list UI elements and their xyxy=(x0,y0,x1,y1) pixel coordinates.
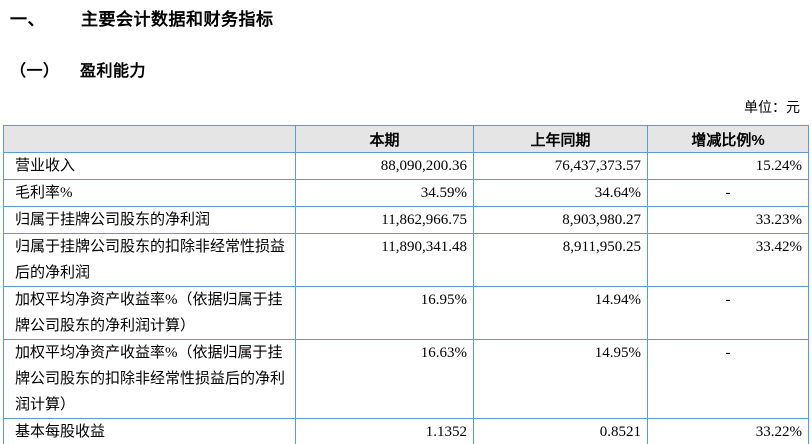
subsection-heading: （一） 盈利能力 xyxy=(10,57,812,81)
header-prior-period: 上年同期 xyxy=(473,125,648,153)
table-row: 毛利率% 34.59% 34.64% - xyxy=(3,179,809,207)
row-prior-value: 34.64% xyxy=(473,179,648,207)
row-label: 加权平均净资产收益率%（依据归属于挂牌公司股东的净利润计算） xyxy=(3,286,296,340)
row-current-value: 34.59% xyxy=(295,179,474,207)
row-change-value: - xyxy=(647,179,809,207)
row-prior-value: 14.95% xyxy=(473,339,648,419)
row-change-value: 15.24% xyxy=(647,152,809,180)
table-row: 加权平均净资产收益率%（依据归属于挂牌公司股东的净利润计算） 16.95% 14… xyxy=(3,286,809,340)
row-label: 归属于挂牌公司股东的净利润 xyxy=(3,206,296,234)
profitability-table: 本期 上年同期 增减比例% 营业收入 88,090,200.36 76,437,… xyxy=(3,125,809,444)
row-label: 加权平均净资产收益率%（依据归属于挂牌公司股东的扣除非经常性损益后的净利润计算） xyxy=(3,339,296,419)
row-prior-value: 14.94% xyxy=(473,286,648,340)
row-prior-value: 8,911,950.25 xyxy=(473,233,648,287)
row-prior-value: 76,437,373.57 xyxy=(473,152,648,180)
row-current-value: 1.1352 xyxy=(295,418,474,444)
row-label: 毛利率% xyxy=(3,179,296,207)
row-current-value: 16.95% xyxy=(295,286,474,340)
table-header-row: 本期 上年同期 增减比例% xyxy=(3,125,809,153)
table-row: 归属于挂牌公司股东的净利润 11,862,966.75 8,903,980.27… xyxy=(3,206,809,234)
row-prior-value: 0.8521 xyxy=(473,418,648,444)
row-change-value: - xyxy=(647,286,809,340)
row-label: 归属于挂牌公司股东的扣除非经常性损益后的净利润 xyxy=(3,233,296,287)
unit-label: 单位：元 xyxy=(744,101,800,116)
table-row: 营业收入 88,090,200.36 76,437,373.57 15.24% xyxy=(3,152,809,180)
row-label: 基本每股收益 xyxy=(3,418,296,444)
row-current-value: 88,090,200.36 xyxy=(295,152,474,180)
row-change-value: 33.42% xyxy=(647,233,809,287)
row-current-value: 11,862,966.75 xyxy=(295,206,474,234)
section-heading: 一、 主要会计数据和财务指标 xyxy=(10,5,812,30)
row-prior-value: 8,903,980.27 xyxy=(473,206,648,234)
row-change-value: 33.23% xyxy=(647,206,809,234)
header-change-ratio: 增减比例% xyxy=(647,125,809,153)
header-current-period: 本期 xyxy=(295,125,474,153)
row-label: 营业收入 xyxy=(3,152,296,180)
section-number: 一、 xyxy=(10,10,45,29)
section-title: 主要会计数据和财务指标 xyxy=(81,10,274,29)
table-row: 基本每股收益 1.1352 0.8521 33.22% xyxy=(3,418,809,444)
row-current-value: 11,890,341.48 xyxy=(295,233,474,287)
subsection-title: 盈利能力 xyxy=(80,63,147,80)
subsection-number: （一） xyxy=(10,63,60,80)
row-current-value: 16.63% xyxy=(295,339,474,419)
row-change-value: - xyxy=(647,339,809,419)
table-row: 加权平均净资产收益率%（依据归属于挂牌公司股东的扣除非经常性损益后的净利润计算）… xyxy=(3,339,809,419)
document-page: 一、 主要会计数据和财务指标 （一） 盈利能力 单位：元 本期 上年同期 增减比例%… xyxy=(0,5,812,444)
header-indicator-empty xyxy=(3,125,296,153)
table-row: 归属于挂牌公司股东的扣除非经常性损益后的净利润 11,890,341.48 8,… xyxy=(3,233,809,287)
row-change-value: 33.22% xyxy=(647,418,809,444)
